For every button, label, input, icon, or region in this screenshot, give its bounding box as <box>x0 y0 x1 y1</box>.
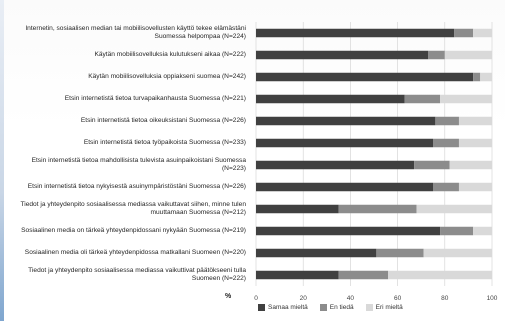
category-label: Sosiaalinen media on tärkeä yhteydenpido… <box>21 227 246 234</box>
category-label: Sosiaalinen media oli tärkeä yhteydenpid… <box>24 249 246 256</box>
legend-label: En tiedä <box>329 304 354 311</box>
legend: Samaa mieltä En tiedä Eri mieltä <box>258 304 403 311</box>
accent-strip <box>0 0 4 321</box>
bar-segment-0-row-9 <box>256 226 441 236</box>
bar-segment-0-row-11 <box>256 270 339 280</box>
bar-segment-0-row-7 <box>256 182 433 192</box>
bar-segment-2-row-6 <box>449 160 492 170</box>
bar-segment-1-row-1 <box>428 50 445 60</box>
category-label: Etsin internetistä tietoa työpaikoista S… <box>83 139 246 146</box>
legend-label: Eri mieltä <box>375 304 403 311</box>
legend-swatch <box>319 304 327 311</box>
x-tick-label: 40 <box>347 295 355 302</box>
bar-segment-1-row-11 <box>338 270 389 280</box>
bar-segment-2-row-10 <box>423 248 492 258</box>
legend-item: Eri mieltä <box>365 304 403 311</box>
bar-segment-1-row-5 <box>433 138 459 148</box>
x-axis-label: % <box>225 293 232 300</box>
bar-segment-1-row-8 <box>338 204 417 214</box>
bar-segment-0-row-1 <box>256 50 429 60</box>
bar-segment-2-row-11 <box>388 270 492 280</box>
legend-swatch <box>365 304 373 311</box>
bar-segment-2-row-2 <box>480 72 492 82</box>
bar-segment-0-row-0 <box>256 28 455 38</box>
bar-segment-1-row-9 <box>440 226 474 236</box>
category-label: Käytän mobiilisovelluksia oppiakseni suo… <box>88 73 246 80</box>
bar-segment-2-row-4 <box>458 116 492 126</box>
bar-segment-1-row-3 <box>404 94 441 104</box>
bar-segment-2-row-7 <box>458 182 492 192</box>
bar-segment-1-row-4 <box>435 116 459 126</box>
bar-segment-0-row-5 <box>256 138 433 148</box>
x-tick-label: 60 <box>394 295 402 302</box>
legend-item: En tiedä <box>319 304 354 311</box>
x-tick-label: 20 <box>300 295 308 302</box>
x-tick-label: 0 <box>254 295 258 302</box>
bar-segment-2-row-3 <box>440 94 492 104</box>
category-label: Tiedot ja yhteydenpito sosiaalisessa med… <box>20 201 246 216</box>
category-label: Etsin internetistä tietoa mahdollisista … <box>31 157 246 172</box>
category-label: Etsin internetistä tietoa turvapaikanhau… <box>64 95 246 102</box>
bar-segment-0-row-4 <box>256 116 436 126</box>
category-label: Käytän mobiilisovelluksia kulutukseni ai… <box>94 51 246 58</box>
category-label: Etsin internetistä tietoa oikeuksistani … <box>80 117 246 124</box>
bar-segment-2-row-0 <box>473 28 492 38</box>
x-tick-label: 80 <box>441 295 449 302</box>
category-label: Internetin, sosiaalisen median tai mobii… <box>25 25 246 40</box>
bar-segment-2-row-8 <box>416 204 492 214</box>
legend-item: Samaa mieltä <box>258 304 308 311</box>
bar-segment-1-row-2 <box>473 72 481 82</box>
bar-segment-0-row-10 <box>256 248 377 258</box>
x-tick-label: 100 <box>487 295 498 302</box>
bar-segment-2-row-9 <box>473 226 492 236</box>
bar-segment-1-row-7 <box>433 182 459 192</box>
bar-segment-0-row-2 <box>256 72 474 82</box>
bar-segment-2-row-5 <box>458 138 492 148</box>
bar-segment-1-row-10 <box>376 248 424 258</box>
bar-segment-0-row-8 <box>256 204 339 214</box>
bar-segment-2-row-1 <box>444 50 492 60</box>
bar-segment-1-row-0 <box>454 28 474 38</box>
bar-segment-0-row-6 <box>256 160 415 170</box>
category-label: Tiedot ja yhteydenpito sosiaalisessa med… <box>28 267 246 282</box>
legend-label: Samaa mieltä <box>268 304 308 311</box>
bar-segment-0-row-3 <box>256 94 405 104</box>
category-label: Etsin internetistä tietoa nykyisestä asu… <box>27 183 246 190</box>
legend-swatch <box>258 304 265 311</box>
bar-segment-1-row-6 <box>414 160 450 170</box>
